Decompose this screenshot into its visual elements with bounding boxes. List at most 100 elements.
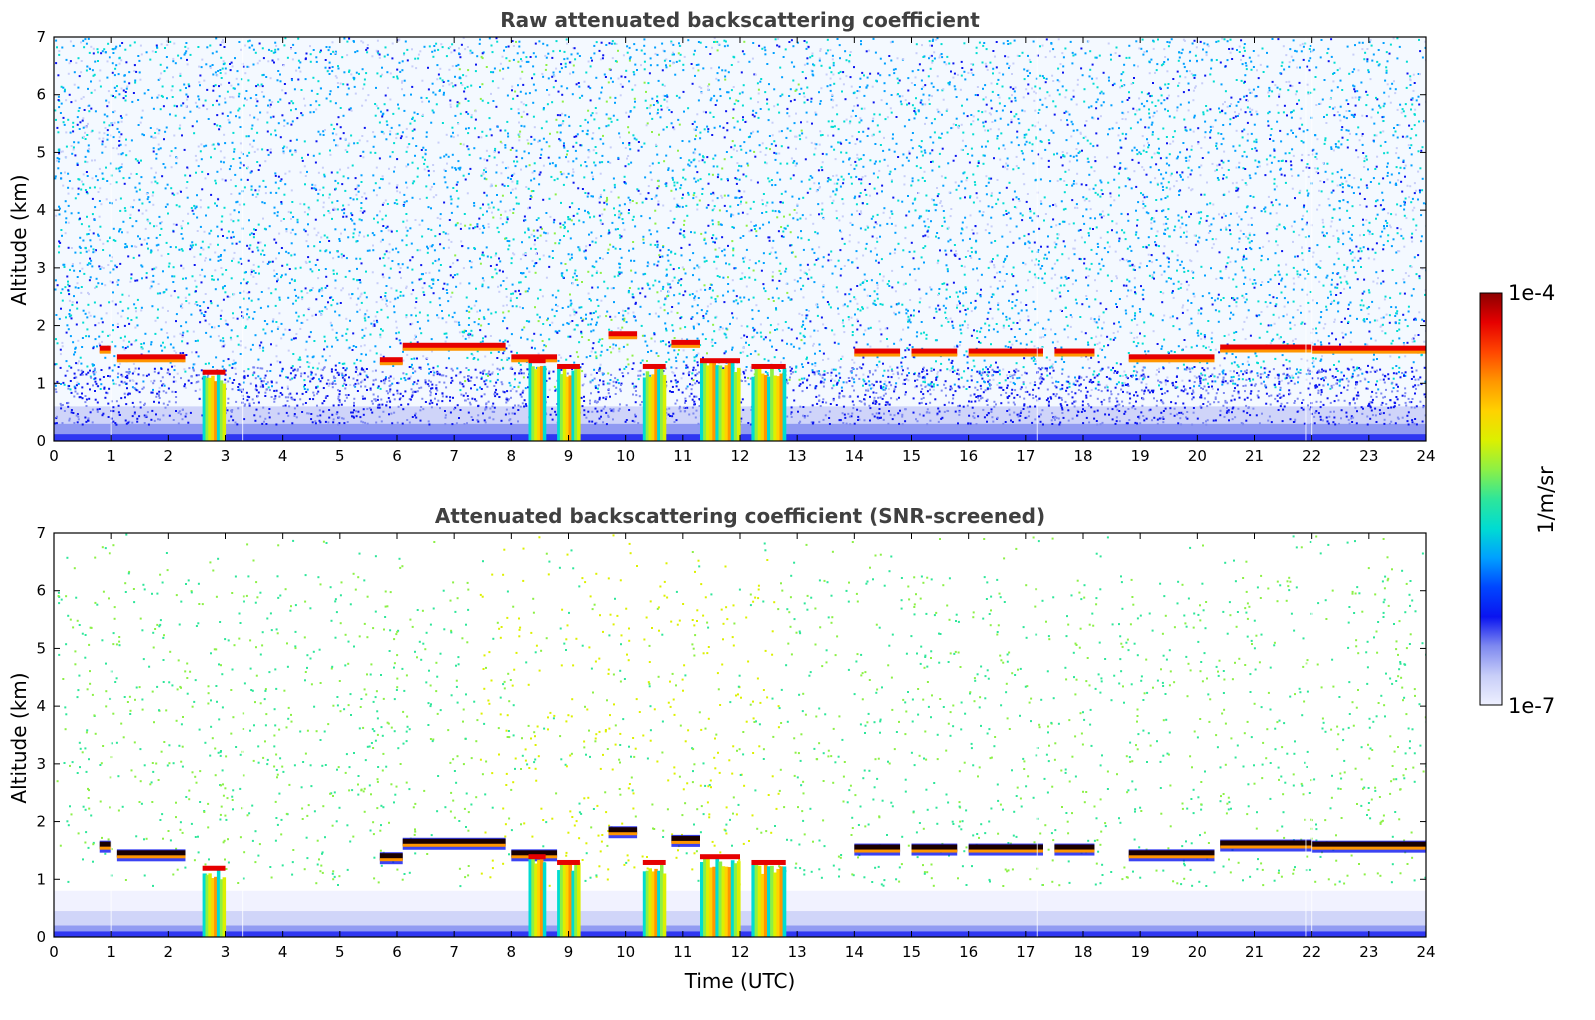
noise-pixel xyxy=(426,314,429,317)
noise-pixel xyxy=(943,61,946,64)
noise-pixel xyxy=(1290,116,1293,119)
noise-pixel xyxy=(1242,233,1245,235)
noise-pixel xyxy=(551,75,554,78)
noise-pixel xyxy=(900,367,903,370)
noise-pixel xyxy=(1187,89,1190,92)
noise-pixel xyxy=(160,328,163,331)
noise-pixel xyxy=(1349,301,1352,304)
noise-pixel xyxy=(360,174,363,177)
noise-pixel xyxy=(714,248,717,251)
noise-pixel xyxy=(94,338,97,341)
noise-pixel xyxy=(1081,74,1084,77)
noise-pixel xyxy=(315,108,318,111)
noise-pixel xyxy=(1061,387,1064,390)
noise-pixel xyxy=(509,209,512,212)
noise-pixel xyxy=(219,72,222,74)
noise-pixel xyxy=(913,250,916,253)
noise-pixel xyxy=(287,252,290,255)
noise-pixel xyxy=(180,325,183,328)
noise-pixel xyxy=(517,112,520,115)
noise-pixel xyxy=(919,297,922,300)
noise-pixel xyxy=(932,199,935,202)
noise-pixel xyxy=(567,172,570,175)
noise-pixel xyxy=(1280,140,1283,143)
noise-pixel xyxy=(587,212,590,215)
noise-pixel xyxy=(1281,250,1284,253)
noise-pixel xyxy=(222,286,225,289)
noise-pixel xyxy=(175,204,178,207)
noise-pixel xyxy=(352,232,355,235)
noise-pixel xyxy=(1367,289,1370,292)
noise-pixel xyxy=(1101,327,1104,330)
noise-pixel xyxy=(539,333,542,336)
noise-pixel xyxy=(299,358,302,361)
noise-pixel xyxy=(603,280,606,283)
noise-pixel xyxy=(119,197,122,200)
noise-pixel xyxy=(354,92,357,95)
noise-pixel xyxy=(844,98,847,101)
noise-pixel xyxy=(862,165,865,168)
noise-pixel xyxy=(227,358,230,361)
noise-pixel xyxy=(928,57,930,60)
noise-pixel xyxy=(548,372,551,375)
noise-pixel xyxy=(1211,331,1214,334)
noise-pixel xyxy=(574,278,577,281)
noise-pixel xyxy=(106,240,109,243)
noise-pixel xyxy=(1075,103,1078,106)
noise-pixel xyxy=(1319,180,1322,182)
noise-pixel xyxy=(594,241,597,244)
noise-pixel xyxy=(405,200,408,203)
noise-pixel xyxy=(928,98,930,101)
noise-pixel xyxy=(1110,58,1112,61)
noise-pixel xyxy=(430,338,433,341)
noise-pixel xyxy=(656,100,659,102)
noise-pixel xyxy=(807,361,810,364)
noise-pixel xyxy=(195,171,197,174)
noise-pixel xyxy=(334,228,337,231)
noise-pixel xyxy=(1233,361,1236,364)
noise-pixel xyxy=(1005,315,1008,318)
noise-pixel xyxy=(1118,237,1121,240)
noise-pixel xyxy=(495,105,498,108)
noise-pixel xyxy=(1381,323,1384,326)
noise-pixel xyxy=(1389,43,1392,46)
noise-pixel xyxy=(687,191,690,194)
noise-pixel xyxy=(1167,277,1170,279)
noise-pixel xyxy=(313,227,316,230)
noise-pixel xyxy=(788,41,791,43)
noise-pixel xyxy=(796,218,799,221)
noise-pixel xyxy=(1349,252,1352,255)
noise-pixel xyxy=(158,386,161,389)
noise-pixel xyxy=(191,275,194,278)
noise-pixel xyxy=(170,187,173,190)
noise-pixel xyxy=(1389,181,1392,184)
noise-pixel xyxy=(1236,248,1239,251)
noise-pixel xyxy=(578,85,581,88)
noise-pixel xyxy=(527,287,530,290)
noise-pixel xyxy=(1157,169,1160,171)
noise-pixel xyxy=(742,118,744,121)
noise-pixel xyxy=(905,156,908,159)
noise-pixel xyxy=(1216,147,1219,150)
noise-pixel xyxy=(518,139,521,142)
noise-pixel xyxy=(1318,383,1321,386)
noise-pixel xyxy=(160,227,163,230)
noise-pixel xyxy=(566,322,569,325)
noise-pixel xyxy=(1095,107,1098,110)
noise-pixel xyxy=(101,151,104,154)
noise-pixel xyxy=(771,121,774,124)
noise-pixel xyxy=(570,256,573,259)
noise-pixel xyxy=(377,52,380,55)
noise-pixel xyxy=(890,180,893,183)
noise-pixel xyxy=(89,262,92,265)
noise-pixel xyxy=(1167,351,1170,354)
noise-pixel xyxy=(863,107,866,110)
noise-pixel xyxy=(1161,345,1164,348)
noise-pixel xyxy=(414,57,417,60)
noise-pixel xyxy=(583,176,586,179)
noise-pixel xyxy=(918,145,921,147)
noise-pixel xyxy=(386,71,389,74)
noise-pixel xyxy=(1306,129,1309,132)
noise-pixel xyxy=(824,327,827,329)
